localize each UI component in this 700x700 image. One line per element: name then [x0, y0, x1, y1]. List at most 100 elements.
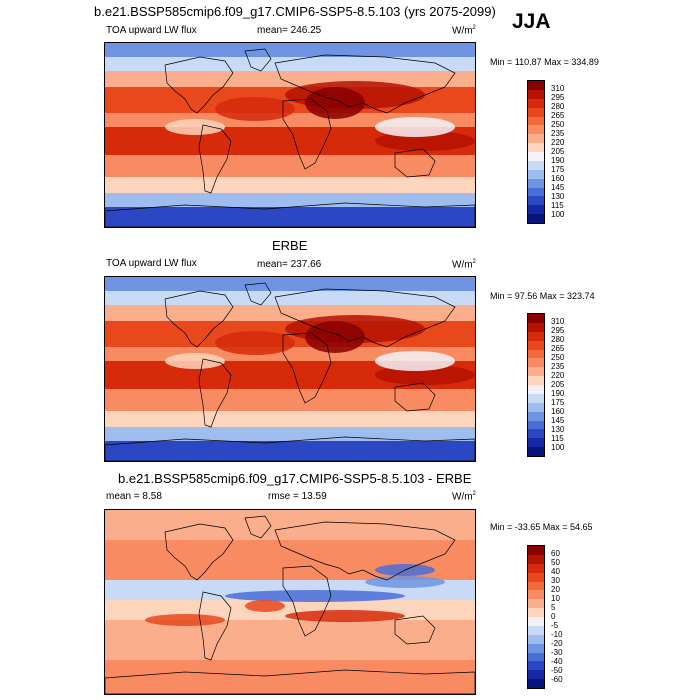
- panel-1-units: W/m2: [452, 25, 476, 37]
- season-label: JJA: [512, 10, 551, 33]
- colorbar-swatch: [528, 169, 544, 179]
- colorbar-swatch: [528, 643, 544, 653]
- colorbar-tick-label: 265: [551, 344, 565, 353]
- panel-1-colorbar: [527, 80, 545, 224]
- colorbar-swatch: [528, 367, 544, 377]
- colorbar-tick-label: 190: [551, 156, 565, 165]
- colorbar-tick-label: 100: [551, 210, 565, 219]
- colorbar-swatch: [528, 107, 544, 117]
- colorbar-swatch: [528, 599, 544, 609]
- colorbar-tick-label: 295: [551, 93, 565, 102]
- colorbar-tick-label: 10: [551, 594, 560, 603]
- colorbar-swatch: [528, 447, 544, 456]
- colorbar-swatch: [528, 143, 544, 152]
- colorbar-tick-label: 130: [551, 425, 565, 434]
- colorbar-tick-label: 250: [551, 120, 565, 129]
- colorbar-tick-label: 0: [551, 612, 556, 621]
- colorbar-tick-label: 295: [551, 326, 565, 335]
- colorbar-swatch: [528, 661, 544, 671]
- panel-3-units: W/m2: [452, 491, 476, 503]
- colorbar-swatch: [528, 125, 544, 135]
- colorbar-tick-label: -20: [551, 639, 563, 648]
- panel-2-title: ERBE: [272, 238, 308, 253]
- colorbar-tick-label: -10: [551, 630, 563, 639]
- colorbar-swatch: [528, 670, 544, 680]
- colorbar-swatch: [528, 402, 544, 412]
- colorbar-tick-label: 190: [551, 389, 565, 398]
- colorbar-swatch: [528, 81, 544, 90]
- colorbar-tick-label: 280: [551, 102, 565, 111]
- colorbar-tick-label: 265: [551, 111, 565, 120]
- colorbar-tick-label: 160: [551, 407, 565, 416]
- colorbar-tick-label: 280: [551, 335, 565, 344]
- colorbar-swatch: [528, 152, 544, 161]
- colorbar-tick-label: 30: [551, 576, 560, 585]
- colorbar-tick-label: 310: [551, 84, 565, 93]
- colorbar-swatch: [528, 438, 544, 448]
- colorbar-tick-label: 20: [551, 585, 560, 594]
- colorbar-swatch: [528, 314, 544, 323]
- colorbar-swatch: [528, 590, 544, 600]
- panel-2-colorbar: [527, 313, 545, 457]
- colorbar-swatch: [528, 393, 544, 403]
- panel-2-variable-label: TOA upward LW flux: [106, 258, 197, 269]
- colorbar-swatch: [528, 98, 544, 108]
- colorbar-tick-label: 205: [551, 147, 565, 156]
- colorbar-swatch: [528, 625, 544, 635]
- colorbar-tick-label: -40: [551, 657, 563, 666]
- colorbar-tick-label: -60: [551, 675, 563, 684]
- colorbar-tick-label: 220: [551, 138, 565, 147]
- colorbar-swatch: [528, 376, 544, 385]
- colorbar-swatch: [528, 349, 544, 359]
- colorbar-swatch: [528, 581, 544, 591]
- colorbar-tick-label: 50: [551, 558, 560, 567]
- colorbar-swatch: [528, 572, 544, 582]
- colorbar-tick-label: 160: [551, 174, 565, 183]
- colorbar-swatch: [528, 679, 544, 688]
- colorbar-tick-label: -50: [551, 666, 563, 675]
- colorbar-swatch: [528, 322, 544, 332]
- colorbar-tick-label: 145: [551, 416, 565, 425]
- panel-3-min-max: Min = -33.65 Max = 54.65: [490, 522, 593, 532]
- panel-2-map: [104, 276, 476, 462]
- panel-1-min-max: Min = 110.87 Max = 334.89: [490, 57, 599, 67]
- panel-1-title: b.e21.BSSP585cmip6.f09_g17.CMIP6-SSP5-8.…: [94, 4, 496, 19]
- colorbar-tick-label: 5: [551, 603, 556, 612]
- colorbar-swatch: [528, 563, 544, 573]
- panel-3-colorbar: [527, 545, 545, 689]
- colorbar-swatch: [528, 134, 544, 144]
- colorbar-swatch: [528, 554, 544, 564]
- colorbar-tick-label: 235: [551, 129, 565, 138]
- colorbar-tick-label: 310: [551, 317, 565, 326]
- panel-1-map: [104, 42, 476, 228]
- colorbar-tick-label: -5: [551, 621, 559, 630]
- panel-2-mean-label: mean= 237.66: [257, 259, 322, 270]
- colorbar-tick-label: -30: [551, 648, 563, 657]
- colorbar-swatch: [528, 160, 544, 170]
- colorbar-swatch: [528, 420, 544, 430]
- colorbar-tick-label: 175: [551, 165, 565, 174]
- colorbar-tick-label: 205: [551, 380, 565, 389]
- colorbar-swatch: [528, 411, 544, 421]
- colorbar-swatch: [528, 178, 544, 188]
- colorbar-swatch: [528, 652, 544, 662]
- panel-1-variable-label: TOA upward LW flux: [106, 25, 197, 36]
- colorbar-swatch: [528, 358, 544, 368]
- colorbar-swatch: [528, 214, 544, 223]
- colorbar-tick-label: 130: [551, 192, 565, 201]
- colorbar-tick-label: 145: [551, 183, 565, 192]
- colorbar-tick-label: 100: [551, 443, 565, 452]
- colorbar-tick-label: 250: [551, 353, 565, 362]
- colorbar-tick-label: 60: [551, 549, 560, 558]
- panel-3-title: b.e21.BSSP585cmip6.f09_g17.CMIP6-SSP5-8.…: [118, 471, 472, 486]
- panel-2-min-max: Min = 97.56 Max = 323.74: [490, 291, 595, 301]
- colorbar-tick-label: 115: [551, 434, 564, 443]
- colorbar-swatch: [528, 196, 544, 206]
- panel-1-mean-label: mean= 246.25: [257, 25, 322, 36]
- colorbar-swatch: [528, 116, 544, 126]
- colorbar-tick-label: 40: [551, 567, 560, 576]
- colorbar-tick-label: 115: [551, 201, 564, 210]
- colorbar-swatch: [528, 340, 544, 350]
- colorbar-swatch: [528, 385, 544, 394]
- colorbar-tick-label: 220: [551, 371, 565, 380]
